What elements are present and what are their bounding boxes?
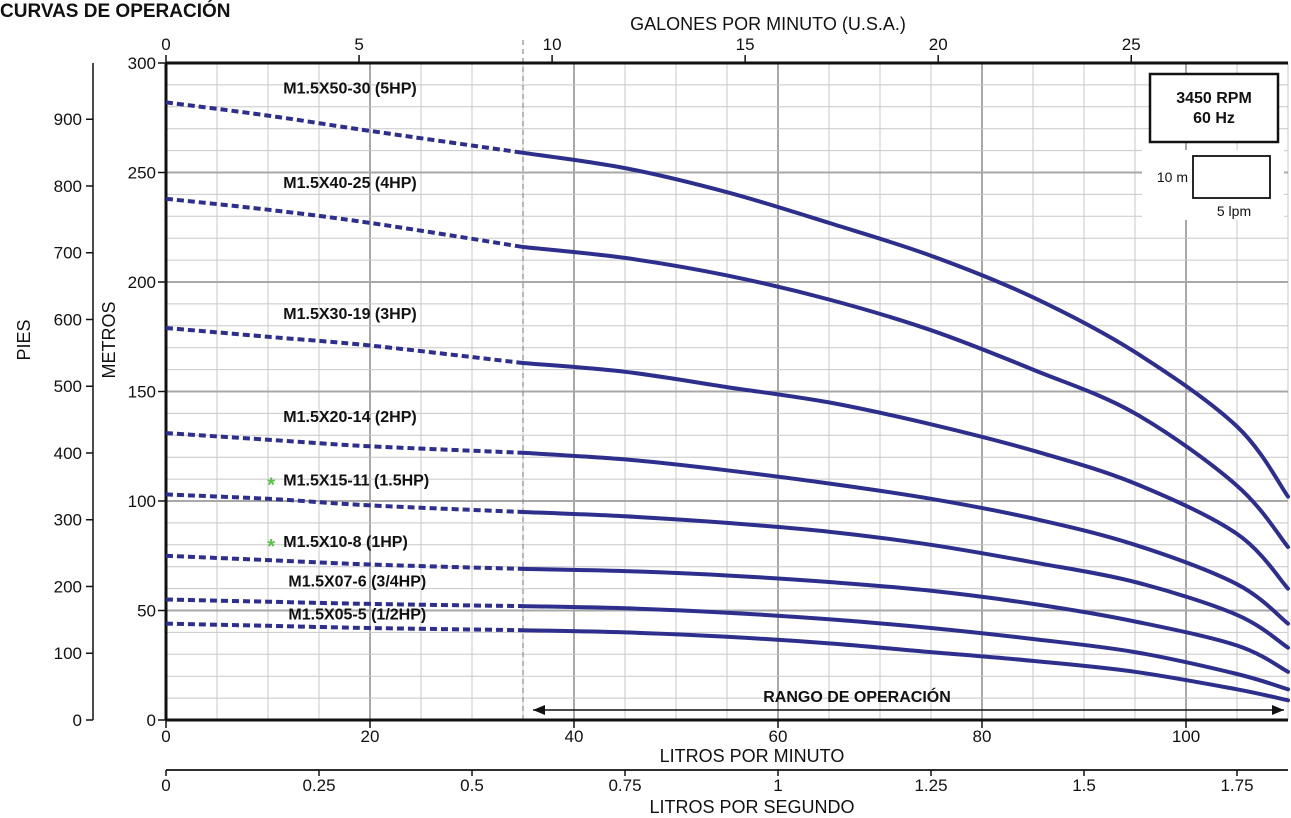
lps-tick-label: 1 (773, 776, 782, 795)
curve-solid-segment (521, 566, 1290, 674)
x-tick-label: 100 (1172, 727, 1200, 746)
curve-solid-segment (521, 245, 1290, 549)
scale-width-label: 5 lpm (1217, 203, 1251, 219)
feet-tick-label: 900 (54, 110, 82, 129)
top-tick-label: 25 (1122, 35, 1141, 54)
scale-rectangle (1192, 155, 1271, 199)
top-tick-label: 5 (354, 35, 363, 54)
operating-range-arrow-right (1272, 705, 1284, 715)
lps-tick-label: 1.25 (914, 776, 947, 795)
curve-solid-segment (521, 150, 1290, 499)
scale-legend: 10 m 5 lpm (1142, 150, 1284, 220)
top-axis-label: GALONES POR MINUTO (U.S.A.) (630, 14, 906, 34)
feet-tick-label: 0 (73, 711, 82, 730)
star-marker: * (267, 536, 275, 558)
x-tick-label: 40 (565, 727, 584, 746)
top-tick-label: 15 (736, 35, 755, 54)
x-axis-label: LITROS POR MINUTO (660, 746, 845, 766)
curve-solid-segment (521, 361, 1290, 591)
rpm-text: 3450 RPM (1176, 90, 1252, 107)
curve-dashed-segment (165, 100, 524, 155)
curve-dashed-segment (165, 196, 524, 249)
operating-range-label: RANGO DE OPERACIÓN (763, 687, 951, 706)
lps-tick-label: 0.25 (302, 776, 335, 795)
x-tick-label: 0 (161, 727, 170, 746)
lps-tick-label: 1.5 (1072, 776, 1096, 795)
curve-dashed-segment (165, 597, 524, 609)
x-tick-label: 20 (361, 727, 380, 746)
series-label: M1.5X07-6 (3/4HP) (288, 573, 426, 590)
y-tick-label: 100 (128, 492, 156, 511)
hz-text: 60 Hz (1193, 110, 1235, 127)
y-tick-label: 300 (128, 54, 156, 73)
x-tick-label: 60 (769, 727, 788, 746)
rpm-box-frame (1148, 72, 1280, 144)
series-label: M1.5X30-19 (3HP) (283, 306, 416, 323)
lps-tick-label: 1.75 (1220, 776, 1253, 795)
top-tick-label: 20 (929, 35, 948, 54)
feet-tick-label: 200 (54, 577, 82, 596)
feet-tick-label: 600 (54, 310, 82, 329)
feet-tick-label: 800 (54, 177, 82, 196)
star-marker: * (267, 475, 275, 497)
lps-tick-label: 0.5 (460, 776, 484, 795)
lps-tick-label: 0 (161, 776, 170, 795)
grid (165, 62, 1289, 721)
curve-dashed-segment (165, 621, 524, 633)
curve-dashed-segment (165, 492, 524, 514)
curve-solid-segment (521, 450, 1290, 626)
feet-tick-label: 100 (54, 644, 82, 663)
series-label: M1.5X15-11 (1.5HP) (283, 473, 429, 490)
scale-legend-bg (1142, 150, 1284, 220)
feet-tick-label: 700 (54, 244, 82, 263)
series-label: M1.5X40-25 (4HP) (283, 175, 416, 192)
chart-title: CURVAS DE OPERACIÓN (0, 0, 231, 22)
curve-solid-segment (521, 604, 1290, 692)
series-labels: M1.5X50-30 (5HP) M1.5X40-25 (4HP) M1.5X30-… (267, 81, 429, 624)
x-tick-label: 80 (973, 727, 992, 746)
curves (165, 100, 1290, 703)
top-tick-label: 10 (543, 35, 562, 54)
series-label: M1.5X50-30 (5HP) (283, 81, 416, 98)
curve-solid-segment (521, 628, 1290, 703)
curve-dashed-segment (165, 326, 524, 365)
feet-tick-label: 300 (54, 511, 82, 530)
rpm-info-box: 3450 RPM 60 Hz (1148, 72, 1280, 144)
feet-tick-label: 400 (54, 444, 82, 463)
scale-height-label: 10 m (1157, 169, 1188, 185)
y-tick-label: 0 (147, 711, 156, 730)
feet-axis-label: PIES (14, 319, 34, 360)
series-label: M1.5X10-8 (1HP) (283, 534, 408, 551)
axes (92, 61, 1288, 771)
y-tick-label: 250 (128, 164, 156, 183)
lps-axis-label: LITROS POR SEGUNDO (649, 797, 854, 817)
lps-tick-label: 0.75 (608, 776, 641, 795)
y-tick-label: 200 (128, 273, 156, 292)
operating-range: RANGO DE OPERACIÓN (533, 687, 1284, 715)
curve-dashed-segment (165, 553, 524, 571)
y-tick-label: 150 (128, 383, 156, 402)
series-label: M1.5X20-14 (2HP) (283, 409, 416, 426)
operating-range-arrow-left (533, 705, 545, 715)
y-tick-label: 50 (137, 602, 156, 621)
top-tick-label: 0 (161, 35, 170, 54)
curve-solid-segment (521, 510, 1290, 650)
feet-tick-label: 500 (54, 377, 82, 396)
meters-axis-label: METROS (99, 301, 119, 378)
series-label: M1.5X05-5 (1/2HP) (288, 606, 426, 623)
curve-dashed-segment (165, 431, 524, 455)
